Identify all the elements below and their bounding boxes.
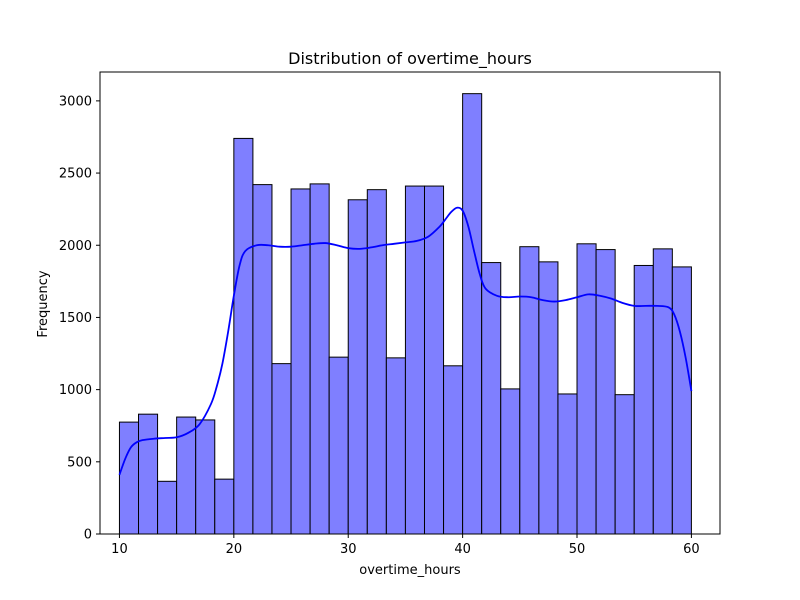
y-tick-label: 1500 [59, 311, 92, 326]
y-tick-label: 2000 [59, 239, 92, 254]
histogram-bar [538, 261, 559, 535]
histogram-bar [138, 413, 159, 535]
histogram-bar [481, 262, 502, 535]
y-tick-label: 3000 [59, 94, 92, 109]
x-tick-label: 10 [111, 542, 128, 557]
histogram-bar [157, 480, 178, 535]
histogram-bar [557, 393, 578, 535]
histogram-bar [214, 478, 235, 535]
histogram-bar [652, 248, 673, 535]
histogram-bar [347, 199, 368, 535]
histogram-bar [233, 137, 254, 535]
x-tick-label: 40 [454, 542, 471, 557]
x-tick-label: 60 [683, 542, 700, 557]
histogram-bar [328, 356, 349, 535]
y-axis-label: Frequency [36, 270, 51, 337]
y-tick-label: 2500 [59, 167, 92, 182]
histogram-bar [195, 419, 216, 535]
histogram-bar [462, 93, 483, 535]
histogram-bar [118, 421, 140, 535]
x-tick-label: 30 [340, 542, 357, 557]
histogram-bar [614, 394, 635, 535]
histogram-bar [309, 183, 330, 535]
y-tick-label: 500 [67, 455, 92, 470]
histogram-bar [404, 185, 425, 535]
histogram-bars [118, 93, 692, 535]
histogram-bar [290, 188, 311, 535]
y-tick-label: 1000 [59, 383, 92, 398]
x-axis-label: overtime_hours [359, 563, 461, 578]
histogram-bar [519, 246, 540, 535]
histogram-bar [595, 249, 616, 535]
y-tick-label: 0 [84, 528, 92, 543]
x-tick-label: 50 [569, 542, 586, 557]
histogram-bar [252, 184, 273, 535]
kde-density-line [118, 206, 693, 476]
histogram-bar [385, 357, 406, 535]
chart-title: Distribution of overtime_hours [288, 49, 532, 69]
histogram-bar [366, 189, 387, 535]
histogram-bar [576, 243, 597, 535]
x-axis: 10 20 30 40 50 60 [111, 534, 700, 557]
histogram-bar [443, 365, 464, 535]
histogram-bar [500, 388, 521, 535]
histogram-bar [671, 266, 692, 535]
histogram-bar [423, 185, 445, 535]
y-axis: 0 500 1000 1500 2000 2500 3000 [59, 94, 100, 543]
histogram-bar [271, 363, 292, 535]
x-tick-label: 20 [226, 542, 243, 557]
